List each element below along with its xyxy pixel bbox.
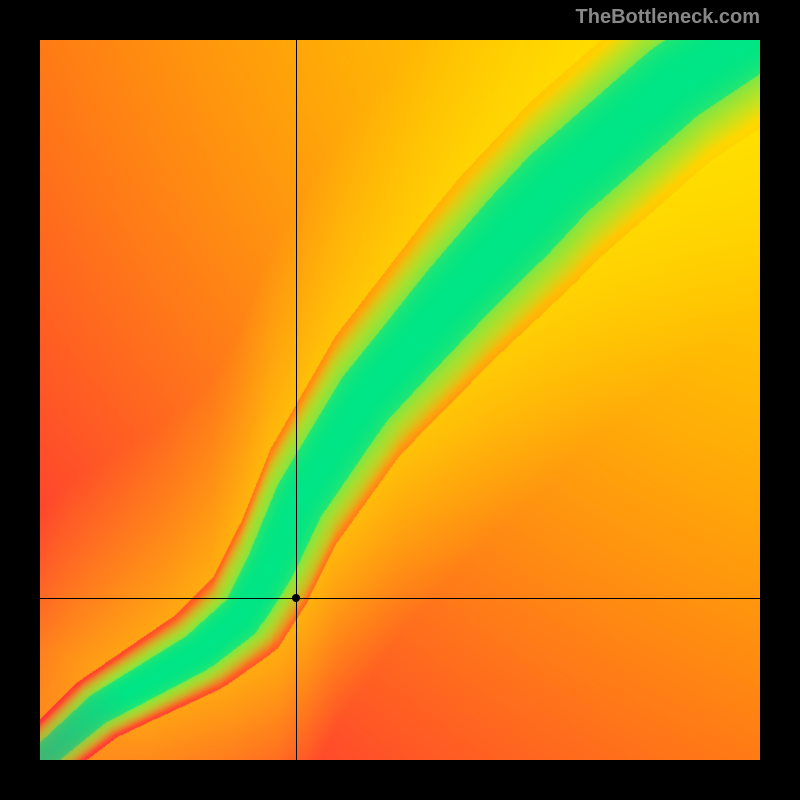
data-point-marker — [292, 594, 300, 602]
chart-container: TheBottleneck.com — [0, 0, 800, 800]
heatmap-canvas — [40, 40, 760, 760]
crosshair-vertical — [296, 40, 297, 760]
heatmap-plot — [40, 40, 760, 760]
crosshair-horizontal — [40, 598, 760, 599]
watermark-text: TheBottleneck.com — [576, 6, 760, 29]
